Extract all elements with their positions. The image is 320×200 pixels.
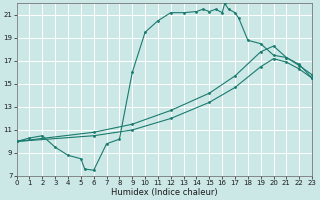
X-axis label: Humidex (Indice chaleur): Humidex (Indice chaleur): [111, 188, 218, 197]
